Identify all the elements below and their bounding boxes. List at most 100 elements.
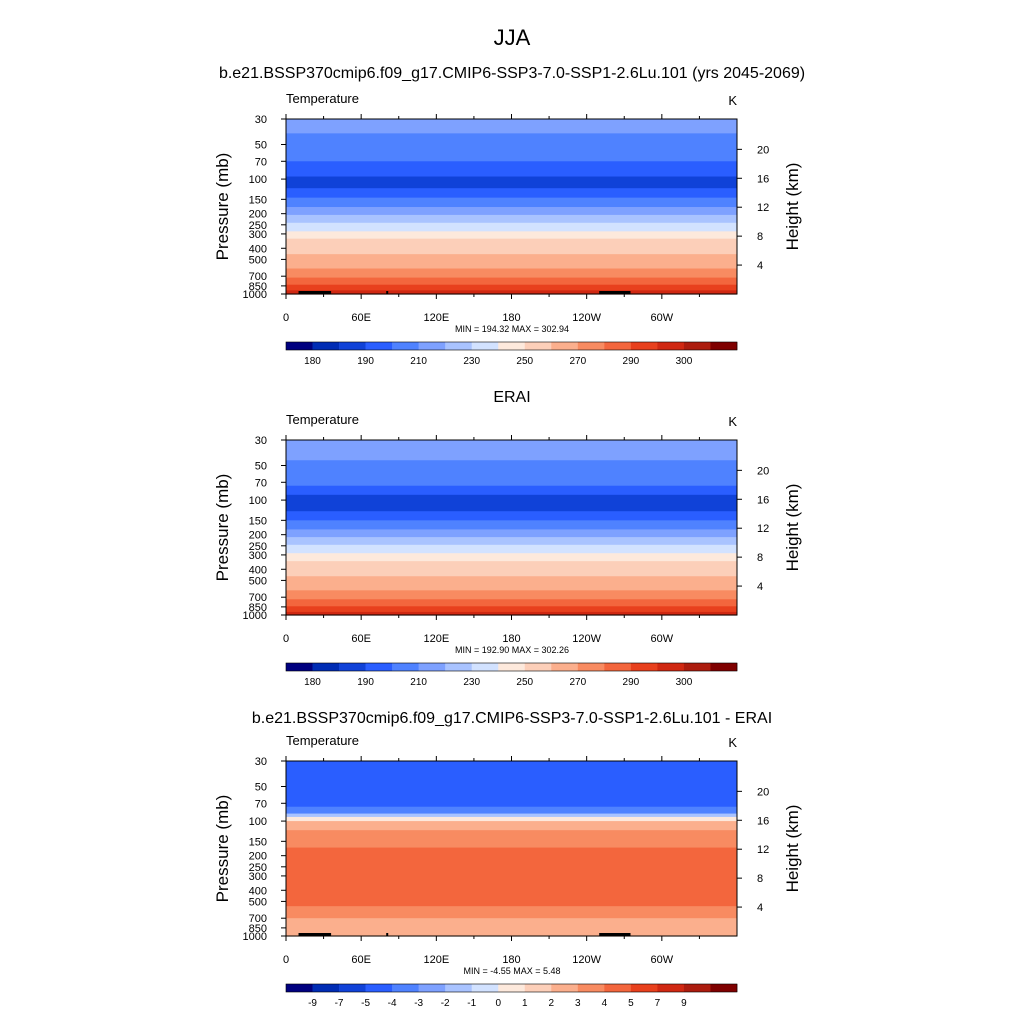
contour-band xyxy=(286,207,737,216)
y-tick-label: 400 xyxy=(249,564,267,576)
colorbar-label: 270 xyxy=(569,356,586,367)
panel-title: b.e21.BSSP370cmip6.f09_g17.CMIP6-SSP3-7.… xyxy=(219,65,805,82)
contour-band xyxy=(286,821,737,831)
contour-band xyxy=(286,119,737,134)
colorbar-frame xyxy=(285,341,738,351)
contour-band xyxy=(286,511,737,521)
y-tick-label: 200 xyxy=(249,209,267,221)
colorbar-label: 230 xyxy=(463,356,480,367)
colorbar-label: -1 xyxy=(467,998,476,1009)
y-right-axis-label: Height (km) xyxy=(783,163,802,251)
y-tick-label: 500 xyxy=(249,575,267,587)
min-max-stats: MIN = -4.55 MAX = 5.48 xyxy=(463,966,560,976)
min-max-stats: MIN = 192.90 MAX = 302.26 xyxy=(455,645,569,655)
contour-band xyxy=(286,231,737,240)
contour-band xyxy=(286,529,737,538)
colorbar-box xyxy=(657,663,685,671)
colorbar-box xyxy=(604,984,632,992)
colorbar-box xyxy=(524,342,552,350)
figure-title: JJA xyxy=(494,25,531,50)
y-tick-label: 50 xyxy=(255,139,267,151)
colorbar-label: 190 xyxy=(357,356,374,367)
y-tick-label: 250 xyxy=(249,220,267,232)
y-right-tick-label: 12 xyxy=(757,202,769,214)
contour-band xyxy=(286,561,737,577)
colorbar-label: 9 xyxy=(681,998,687,1009)
y-axis-label: Pressure (mb) xyxy=(213,153,232,261)
y-tick-label: 70 xyxy=(255,156,267,168)
contour-band xyxy=(286,133,737,162)
y-right-axis-label: Height (km) xyxy=(783,484,802,572)
x-tick-label: 60E xyxy=(351,954,371,966)
colorbar-label: 4 xyxy=(602,998,608,1009)
y-tick-label: 70 xyxy=(255,798,267,810)
terrain-mask xyxy=(599,291,631,294)
y-tick-label: 150 xyxy=(249,194,267,206)
units-label: K xyxy=(728,735,737,750)
colorbar-box xyxy=(498,342,526,350)
colorbar-label: -4 xyxy=(388,998,397,1009)
contour-band xyxy=(286,599,737,607)
y-right-tick-label: 8 xyxy=(757,873,763,885)
x-tick-label: 180 xyxy=(502,633,520,645)
colorbar-label: 250 xyxy=(516,356,533,367)
contour-band xyxy=(286,277,737,286)
min-max-stats: MIN = 194.32 MAX = 302.94 xyxy=(455,324,569,334)
colorbar-box xyxy=(471,342,499,350)
left-string: Temperature xyxy=(286,412,359,427)
contour-band xyxy=(286,284,737,291)
y-right-tick-label: 20 xyxy=(757,144,769,156)
y-right-tick-label: 8 xyxy=(757,231,763,243)
x-tick-label: 120W xyxy=(572,633,601,645)
y-axis-label: Pressure (mb) xyxy=(213,474,232,582)
y-tick-label: 850 xyxy=(249,281,267,293)
colorbar-box xyxy=(498,984,526,992)
colorbar-box xyxy=(551,984,579,992)
y-right-tick-label: 20 xyxy=(757,465,769,477)
colorbar-box xyxy=(339,663,366,671)
colorbar-box xyxy=(471,984,499,992)
colorbar-box xyxy=(312,342,340,350)
terrain-mask xyxy=(298,291,330,294)
y-right-tick-label: 12 xyxy=(757,523,769,535)
colorbar-label: 250 xyxy=(516,677,533,688)
colorbar-box xyxy=(392,984,419,992)
colorbar-box xyxy=(551,663,579,671)
colorbar-box xyxy=(445,984,473,992)
y-tick-label: 50 xyxy=(255,781,267,793)
y-tick-label: 50 xyxy=(255,460,267,472)
units-label: K xyxy=(728,414,737,429)
colorbar-box xyxy=(445,663,473,671)
contour-band xyxy=(286,161,737,178)
contour-band xyxy=(286,611,737,616)
contour-band xyxy=(286,576,737,591)
y-tick-label: 1000 xyxy=(243,931,267,943)
terrain-mask xyxy=(386,933,389,936)
colorbar-label: 270 xyxy=(569,677,586,688)
contour-band xyxy=(286,290,737,295)
y-tick-label: 700 xyxy=(249,271,267,283)
y-right-axis-label: Height (km) xyxy=(783,805,802,893)
y-right-tick-label: 16 xyxy=(757,815,769,827)
colorbar-frame xyxy=(285,983,738,993)
colorbar-label: 2 xyxy=(549,998,555,1009)
colorbar-label: -2 xyxy=(441,998,450,1009)
colorbar-label: 1 xyxy=(522,998,528,1009)
colorbar-box xyxy=(418,342,446,350)
contour-band xyxy=(286,813,737,818)
contour-band xyxy=(286,176,737,189)
colorbar-label: -5 xyxy=(361,998,370,1009)
x-tick-label: 60W xyxy=(651,633,674,645)
y-tick-label: 500 xyxy=(249,254,267,266)
colorbar-box xyxy=(683,663,711,671)
colorbar-box xyxy=(286,663,313,671)
colorbar-box xyxy=(630,663,658,671)
colorbar-label: 190 xyxy=(357,677,374,688)
y-tick-label: 100 xyxy=(249,174,267,186)
contour-band xyxy=(286,806,737,815)
colorbar-box xyxy=(312,984,340,992)
colorbar-box xyxy=(710,984,738,992)
colorbar-box xyxy=(551,342,579,350)
left-string: Temperature xyxy=(286,91,359,106)
